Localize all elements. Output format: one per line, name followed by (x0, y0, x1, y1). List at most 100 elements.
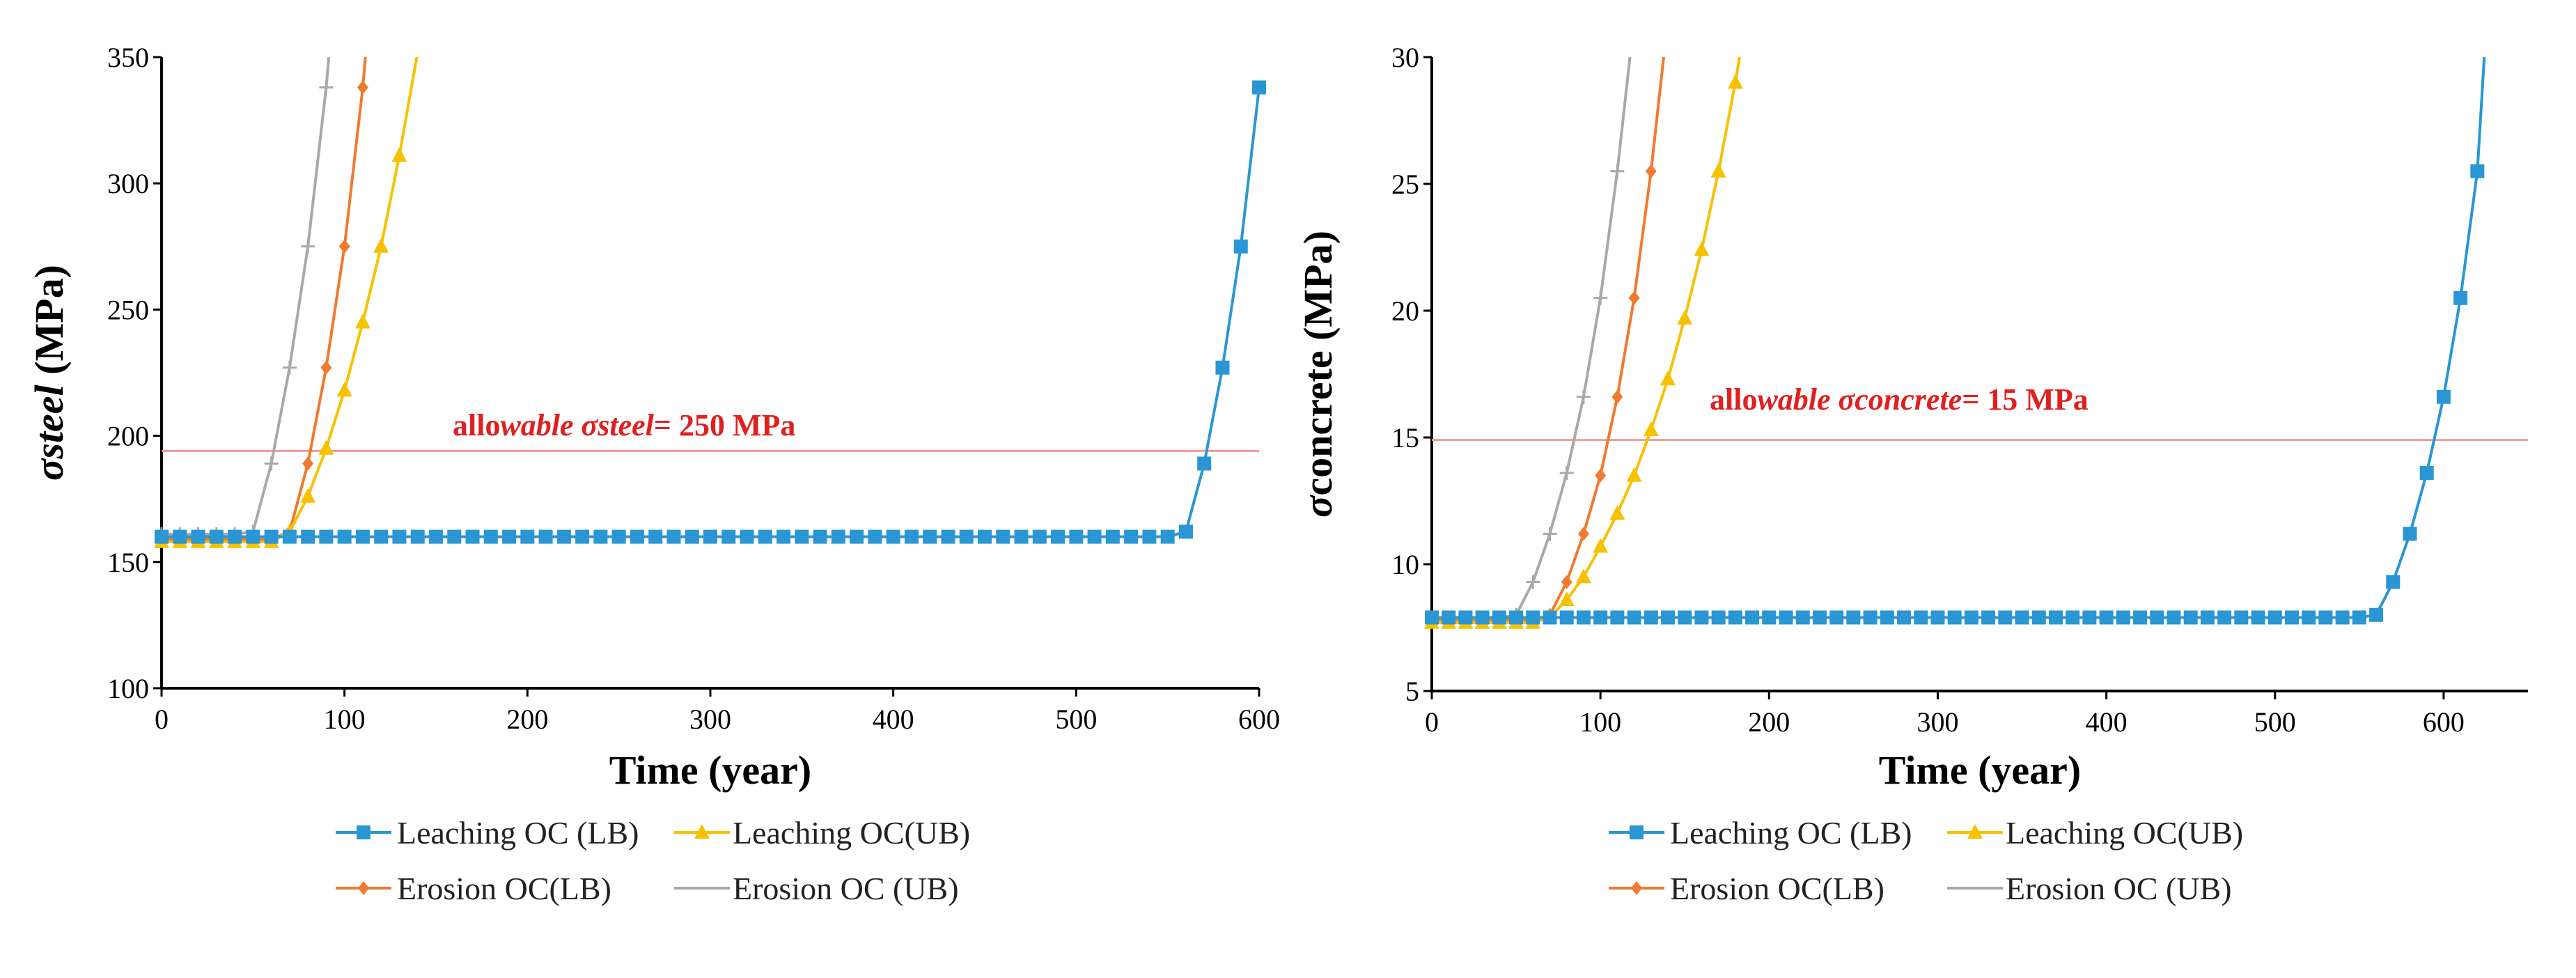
data-point (2352, 610, 2366, 625)
x-tick-label: 500 (1055, 704, 1097, 735)
data-point (2234, 610, 2249, 625)
legend-label: Leaching OC(UB) (733, 815, 970, 851)
legend-label: Leaching OC(UB) (2006, 815, 2243, 851)
data-point (1014, 529, 1029, 544)
y-tick-label: 350 (107, 42, 149, 73)
data-point (1595, 468, 1607, 483)
data-point (648, 529, 663, 544)
data-point (1795, 610, 1810, 625)
data-point (1593, 538, 1609, 553)
data-point (1475, 610, 1490, 625)
data-point (2015, 610, 2029, 625)
data-point (1812, 610, 1827, 625)
data-point (483, 529, 498, 544)
data-point (391, 147, 407, 162)
plot-area (1424, 57, 2486, 629)
data-point (630, 529, 644, 544)
data-point (300, 488, 316, 503)
data-point (1661, 610, 1676, 625)
data-point (575, 529, 590, 544)
legend-entry: Leaching OC (LB) (336, 815, 639, 851)
data-point (1829, 610, 1844, 625)
data-point (1710, 162, 1726, 178)
data-point (2302, 610, 2316, 625)
data-point (1032, 529, 1047, 544)
data-point (813, 529, 827, 544)
data-point (1694, 610, 1709, 625)
data-point (2082, 610, 2097, 625)
data-point (191, 529, 205, 544)
data-point (556, 529, 571, 544)
legend-label: Erosion OC(LB) (1670, 871, 1884, 906)
data-point (1252, 80, 1266, 95)
data-point (264, 456, 279, 471)
data-point (320, 360, 332, 375)
data-point (2470, 164, 2485, 178)
x-axis-title: Time (year) (609, 747, 811, 793)
series-leaching-oc-lb- (1425, 57, 2486, 625)
data-point (1526, 575, 1540, 589)
data-point (2403, 527, 2417, 541)
data-point (611, 529, 626, 544)
data-point (666, 529, 681, 544)
data-point (520, 529, 535, 544)
data-point (1526, 610, 1540, 625)
data-point (1593, 610, 1608, 625)
data-point (1863, 610, 1878, 625)
allowable-stress-annotation: allowable σconcrete= 15 MPa (1710, 382, 2089, 417)
data-point (1576, 610, 1591, 625)
data-point (1561, 575, 1572, 589)
data-point (904, 529, 919, 544)
data-point (1069, 529, 1084, 544)
data-point (1694, 241, 1710, 256)
data-point (978, 529, 992, 544)
data-point (373, 238, 389, 253)
y-tick-label: 30 (1391, 42, 1419, 73)
data-point (1628, 290, 1640, 305)
annotation-suffix: = 250 MPa (654, 408, 795, 442)
y-tick-label: 100 (107, 673, 149, 704)
y-tick-label: 300 (107, 168, 149, 199)
data-point (354, 313, 370, 329)
series-line (1432, 57, 2486, 619)
data-point (2386, 575, 2401, 589)
data-point (1644, 610, 1658, 625)
y-tick-label: 25 (1391, 169, 1419, 200)
data-point (1458, 610, 1473, 625)
data-point (2217, 610, 2232, 625)
legend-entry: Erosion OC (UB) (674, 871, 959, 906)
x-tick-label: 600 (2423, 706, 2465, 738)
data-point (1762, 610, 1777, 625)
data-point (338, 239, 350, 254)
data-point (2150, 610, 2164, 625)
data-point (1559, 591, 1575, 606)
data-point (1610, 164, 1625, 178)
data-point (1930, 610, 1945, 625)
data-point (173, 529, 187, 544)
data-point (1678, 610, 1692, 625)
data-point (374, 529, 389, 544)
data-point (2133, 610, 2148, 625)
data-point (1492, 610, 1506, 625)
data-point (1677, 309, 1693, 325)
data-point (1981, 610, 1996, 625)
x-tick-label: 400 (2086, 706, 2128, 738)
legend-label: Leaching OC (LB) (1670, 815, 1912, 851)
data-point (429, 529, 443, 544)
data-point (941, 529, 955, 544)
y-axis-title: σsteel (MPa) (26, 265, 72, 481)
data-point (1643, 421, 1659, 437)
data-point (1728, 610, 1742, 625)
data-point (1711, 610, 1726, 625)
data-point (850, 529, 864, 544)
data-point (1846, 610, 1861, 625)
data-point (319, 529, 334, 544)
data-point (1947, 610, 1962, 625)
data-point (319, 80, 334, 95)
y-axis-title: σconcrete (MPa) (1295, 231, 1341, 518)
x-tick-label: 0 (1425, 706, 1439, 738)
annotation-italic: wable σsteel (500, 408, 654, 442)
data-point (355, 529, 370, 544)
